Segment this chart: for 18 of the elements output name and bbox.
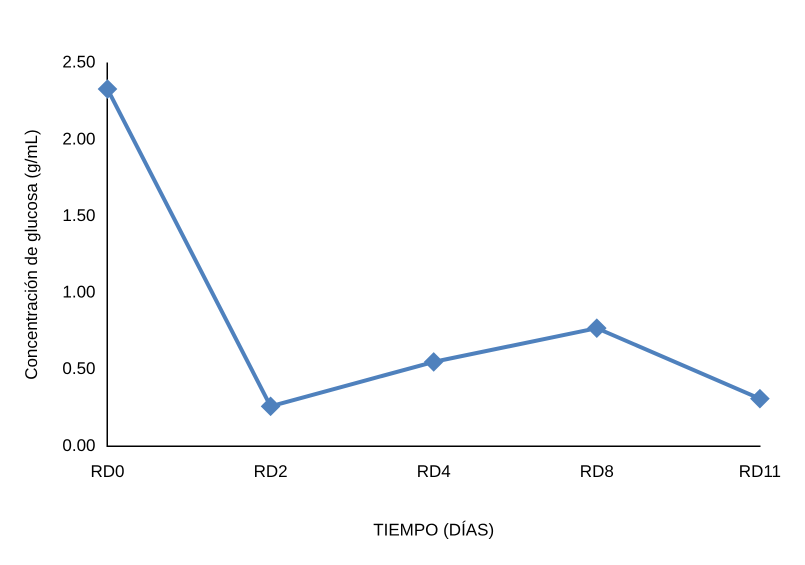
y-tick-label: 1.50 bbox=[62, 206, 96, 225]
y-tick-label: 1.00 bbox=[62, 282, 96, 302]
x-tick-label: RD0 bbox=[90, 462, 124, 482]
x-tick-label: RD2 bbox=[254, 462, 288, 482]
point bbox=[98, 80, 116, 98]
y-tick-label: 0.00 bbox=[62, 436, 96, 455]
x-tick-label: RD8 bbox=[580, 462, 614, 482]
x-axis-title: TIEMPO (DÍAS) bbox=[373, 520, 494, 540]
point bbox=[750, 390, 769, 408]
y-tick-label: 2.50 bbox=[62, 52, 96, 72]
y-tick-label: 0.50 bbox=[62, 359, 96, 378]
point bbox=[424, 352, 443, 371]
y-tick-label: 2.00 bbox=[62, 129, 96, 148]
point bbox=[262, 397, 280, 416]
x-tick-label: RD4 bbox=[416, 462, 451, 482]
point bbox=[588, 319, 606, 338]
x-tick-label: RD11 bbox=[738, 462, 781, 482]
y-axis-title: Concentración de glucosa (g/mL) bbox=[22, 129, 41, 380]
